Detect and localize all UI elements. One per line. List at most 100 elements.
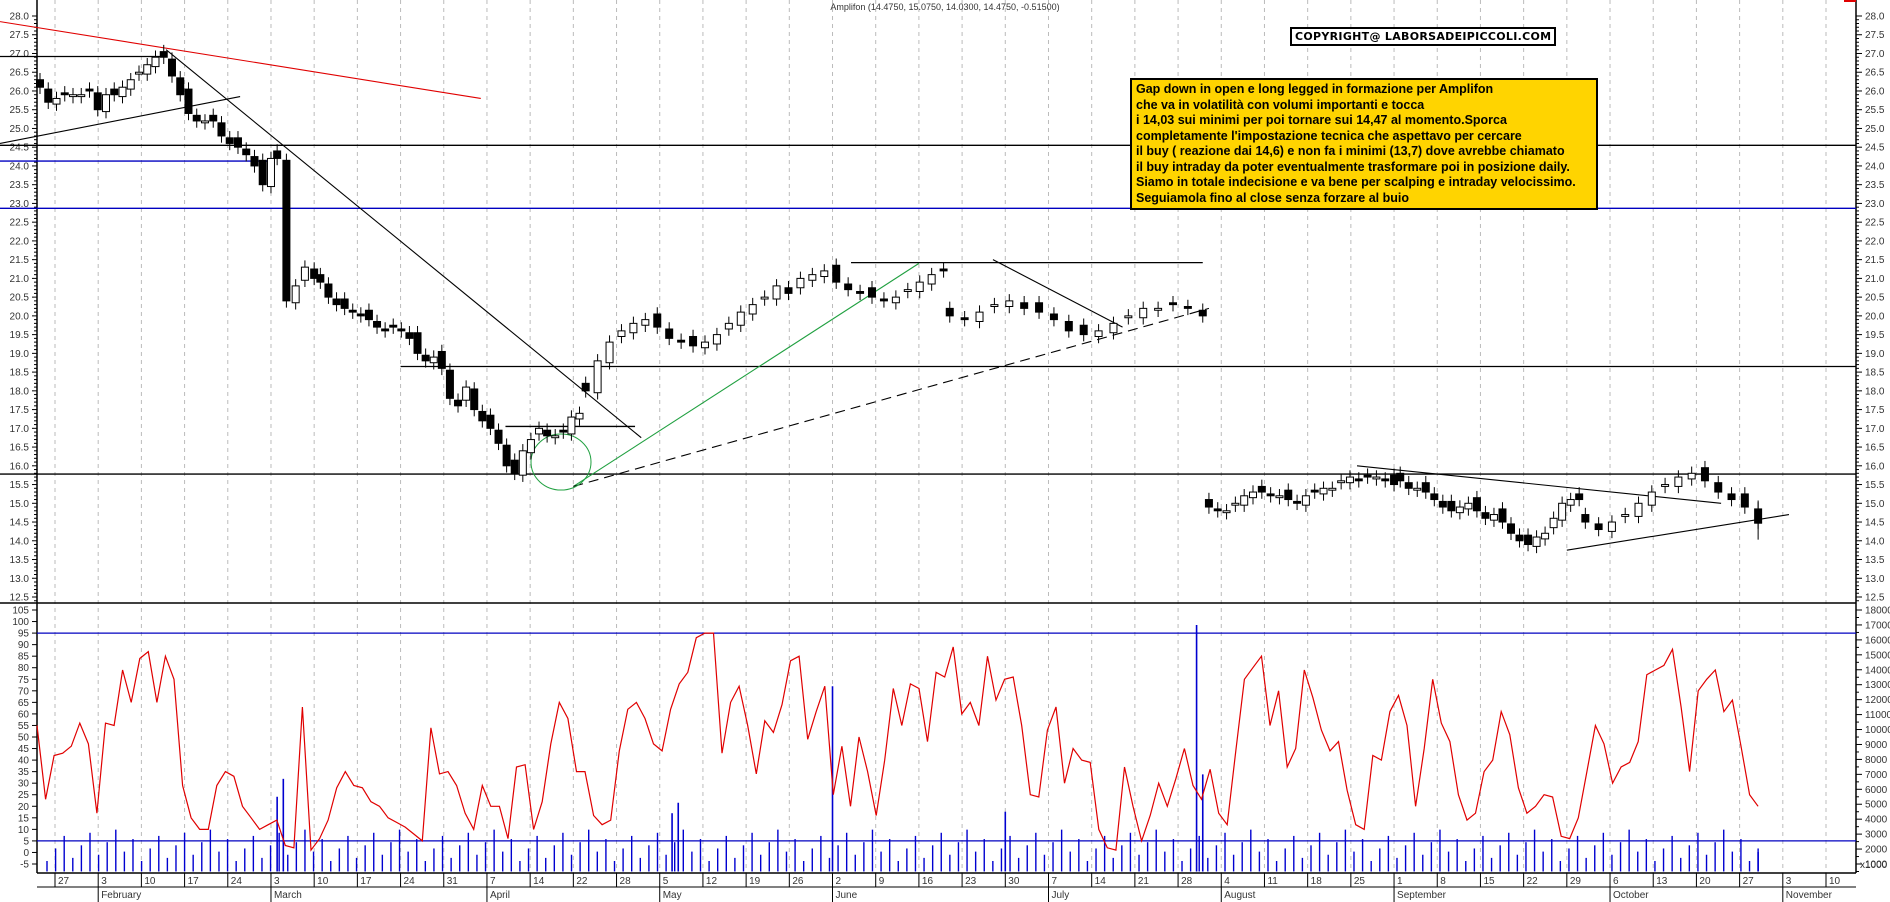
candle-body bbox=[93, 92, 102, 111]
candle-body bbox=[1607, 521, 1616, 532]
candle-body bbox=[1506, 523, 1515, 534]
candle-body bbox=[1094, 330, 1103, 337]
osc-tick: 0 bbox=[23, 848, 29, 859]
candle-body bbox=[266, 157, 275, 188]
candle-body bbox=[1301, 495, 1310, 506]
candle-body bbox=[502, 444, 511, 467]
candle-body bbox=[1714, 482, 1723, 493]
price-tick-right: 13.0 bbox=[1865, 574, 1885, 585]
candle-body bbox=[1249, 491, 1258, 499]
price-tick-right: 19.5 bbox=[1865, 330, 1885, 341]
chart-title: Amplifon (14.4750, 15.0750, 14.0300, 14.… bbox=[830, 2, 1060, 12]
candle-body bbox=[68, 94, 77, 98]
price-tick-right: 20.5 bbox=[1865, 293, 1885, 304]
candle-body bbox=[1204, 499, 1213, 508]
day-label: 12 bbox=[706, 876, 718, 887]
day-label: 24 bbox=[404, 876, 416, 887]
candle-body bbox=[242, 148, 251, 156]
price-tick-left: 19.5 bbox=[10, 330, 30, 341]
vol-tick: 15000 bbox=[1865, 650, 1890, 661]
day-label: 17 bbox=[188, 876, 200, 887]
day-label: 21 bbox=[1138, 876, 1150, 887]
month-label: May bbox=[663, 890, 682, 901]
vol-tick: 14000 bbox=[1865, 665, 1890, 676]
candle-body bbox=[856, 291, 865, 294]
candle-body bbox=[250, 156, 259, 167]
price-tick-right: 21.5 bbox=[1865, 255, 1885, 266]
note-line: il buy intraday da poter eventualmente t… bbox=[1136, 159, 1570, 174]
osc-tick: 60 bbox=[18, 709, 30, 720]
day-label: 5 bbox=[663, 876, 669, 887]
candle-body bbox=[1198, 309, 1207, 317]
candle-body bbox=[405, 332, 414, 339]
day-label: 11 bbox=[1267, 876, 1278, 887]
osc-tick: 35 bbox=[18, 767, 30, 778]
candle-body bbox=[1257, 485, 1266, 493]
price-tick-right: 23.0 bbox=[1865, 199, 1885, 210]
day-label: 17 bbox=[360, 876, 372, 887]
trend-line bbox=[0, 21, 481, 100]
candle-body bbox=[176, 77, 185, 96]
vol-unit: x1000 bbox=[1860, 860, 1888, 871]
candle-body bbox=[1481, 512, 1490, 519]
candle-body bbox=[784, 287, 793, 294]
price-tick-left: 15.5 bbox=[10, 480, 30, 491]
candle-body bbox=[879, 298, 888, 302]
candle-body bbox=[760, 296, 769, 300]
candle-body bbox=[1293, 500, 1302, 504]
price-tick-left: 16.0 bbox=[10, 461, 30, 472]
candle-body bbox=[1337, 480, 1346, 484]
candle-body bbox=[233, 137, 242, 148]
price-tick-left: 23.0 bbox=[10, 199, 30, 210]
candle-body bbox=[1674, 476, 1683, 487]
note-line: i 14,03 sui minimi per poi tornare sui 1… bbox=[1136, 113, 1507, 127]
price-tick-left: 27.0 bbox=[10, 49, 30, 60]
price-tick-right: 25.5 bbox=[1865, 105, 1885, 116]
candle-body bbox=[551, 435, 560, 439]
price-tick-right: 25.0 bbox=[1865, 124, 1885, 135]
candle-body bbox=[282, 159, 291, 302]
day-label: 13 bbox=[1656, 876, 1668, 887]
candle-body bbox=[1541, 532, 1550, 540]
candle-body bbox=[891, 296, 900, 304]
month-label: August bbox=[1224, 890, 1255, 901]
price-tick-left: 23.5 bbox=[10, 180, 30, 191]
month-label: February bbox=[101, 890, 141, 901]
candle-body bbox=[1139, 307, 1148, 319]
candle-body bbox=[1020, 302, 1029, 309]
price-tick-left: 15.0 bbox=[10, 499, 30, 510]
candle-body bbox=[101, 94, 110, 113]
trend-line bbox=[1566, 513, 1790, 551]
day-label: 24 bbox=[231, 876, 243, 887]
candle-body bbox=[373, 320, 382, 328]
candle-body bbox=[1581, 514, 1590, 523]
candle-body bbox=[617, 330, 626, 337]
candle-body bbox=[316, 274, 325, 283]
vol-tick: 13000 bbox=[1865, 680, 1890, 691]
price-tick-left: 26.5 bbox=[10, 68, 30, 79]
candle-body bbox=[1594, 523, 1603, 531]
candle-body bbox=[209, 114, 218, 122]
candle-body bbox=[796, 277, 805, 289]
price-tick-left: 25.0 bbox=[10, 124, 30, 135]
candle-body bbox=[939, 268, 948, 272]
day-label: 25 bbox=[1354, 876, 1366, 887]
candle-body bbox=[1700, 467, 1709, 482]
candle-body bbox=[665, 328, 674, 339]
vol-tick: 1000 bbox=[1865, 860, 1888, 871]
copyright-label: COPYRIGHT@ LABORSADEIPICCOLI.COM bbox=[1290, 27, 1557, 46]
candle-body bbox=[641, 319, 650, 326]
price-tick-left: 13.0 bbox=[10, 574, 30, 585]
candle-body bbox=[1421, 482, 1430, 493]
candle-body bbox=[535, 427, 544, 435]
osc-tick: 25 bbox=[18, 790, 30, 801]
candle-body bbox=[543, 429, 552, 437]
annotation-note: Gap down in open e long legged in formaz… bbox=[1130, 78, 1598, 210]
note-line: Siamo in totale indecisione e va bene pe… bbox=[1136, 175, 1576, 189]
day-label: 8 bbox=[1440, 876, 1446, 887]
candle-body bbox=[1275, 495, 1284, 499]
candle-body bbox=[1647, 491, 1656, 506]
candle-body bbox=[421, 354, 430, 362]
candle-body bbox=[1168, 302, 1177, 306]
candle-body bbox=[1354, 478, 1363, 482]
